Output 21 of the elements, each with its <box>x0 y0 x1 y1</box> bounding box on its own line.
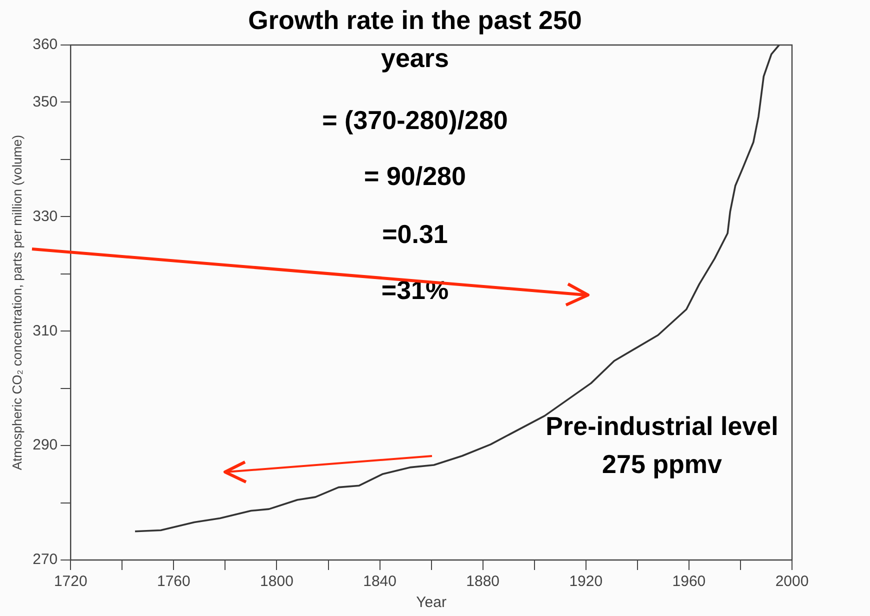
y-tick-label: 270 <box>32 551 58 568</box>
annotation: Growth rate in the past 250 years <box>248 5 582 74</box>
x-tick-label: 1720 <box>54 573 88 590</box>
x-tick-label: 1960 <box>672 573 706 590</box>
x-tick-label: 1840 <box>363 573 396 590</box>
annotation: =0.31 <box>382 219 448 250</box>
x-axis-title: Year <box>416 594 446 612</box>
annotation: = 90/280 <box>364 161 466 192</box>
y-tick-label: 350 <box>32 93 58 110</box>
y-axis-title: Atmospheric CO₂ concentration, parts per million (volume) <box>9 134 24 470</box>
x-tick-label: 1760 <box>156 573 190 590</box>
annotation: = (370-280)/280 <box>322 105 508 136</box>
annotation: Pre-industrial level 275 ppmv <box>546 411 778 480</box>
y-tick-label: 310 <box>32 322 58 340</box>
x-tick-label: 2000 <box>775 573 809 590</box>
y-tick-label: 290 <box>32 436 58 454</box>
x-tick-label: 1880 <box>466 573 500 590</box>
x-tick-label: 1800 <box>260 573 294 590</box>
y-tick-label: 330 <box>32 208 58 225</box>
x-tick-label: 1920 <box>569 573 603 590</box>
y-tick-label: 360 <box>32 36 58 54</box>
